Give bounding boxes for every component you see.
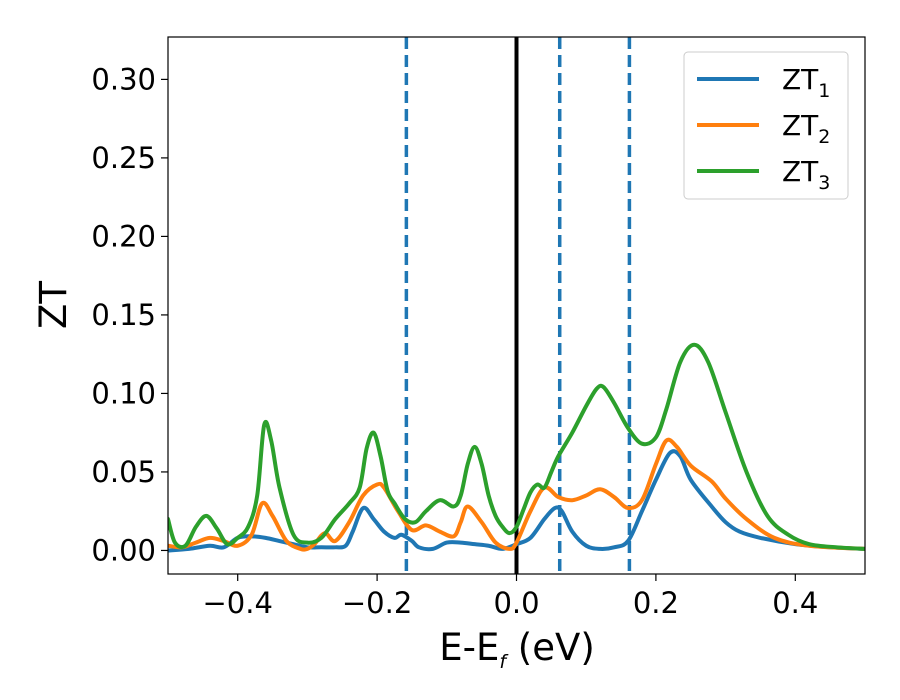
legend: ZT1 ZT2 ZT3 [683,51,849,200]
x-tick-label: 0.4 [772,586,818,620]
y-tick-label: 0.10 [91,376,156,410]
x-axis-ticks: −0.4 −0.2 0.0 0.2 0.4 [202,574,818,620]
y-tick-label: 0.05 [91,455,156,489]
legend-label-zt3: ZT3 [782,155,830,194]
legend-label-zt2: ZT2 [782,109,830,148]
y-tick-label: 0.15 [91,298,156,332]
x-axis-label: E-Ef (eV) [439,626,595,673]
y-axis-label: ZT [32,281,75,329]
legend-label-zt1: ZT1 [782,63,830,102]
y-tick-label: 0.20 [91,219,156,253]
series-group [168,342,865,553]
x-tick-label: 0.2 [633,586,679,620]
x-tick-label: −0.2 [342,586,412,620]
y-axis-ticks: 0.00 0.05 0.10 0.15 0.20 0.25 0.30 [91,62,168,567]
series-line-zt3 [168,342,865,551]
series-line-zt2 [168,437,865,552]
y-tick-label: 0.25 [91,141,156,175]
reference-lines [404,37,632,574]
y-tick-label: 0.00 [91,533,156,567]
y-tick-label: 0.30 [91,62,156,96]
legend-box [683,51,849,200]
x-tick-label: −0.4 [202,586,272,620]
x-tick-label: 0.0 [493,586,539,620]
